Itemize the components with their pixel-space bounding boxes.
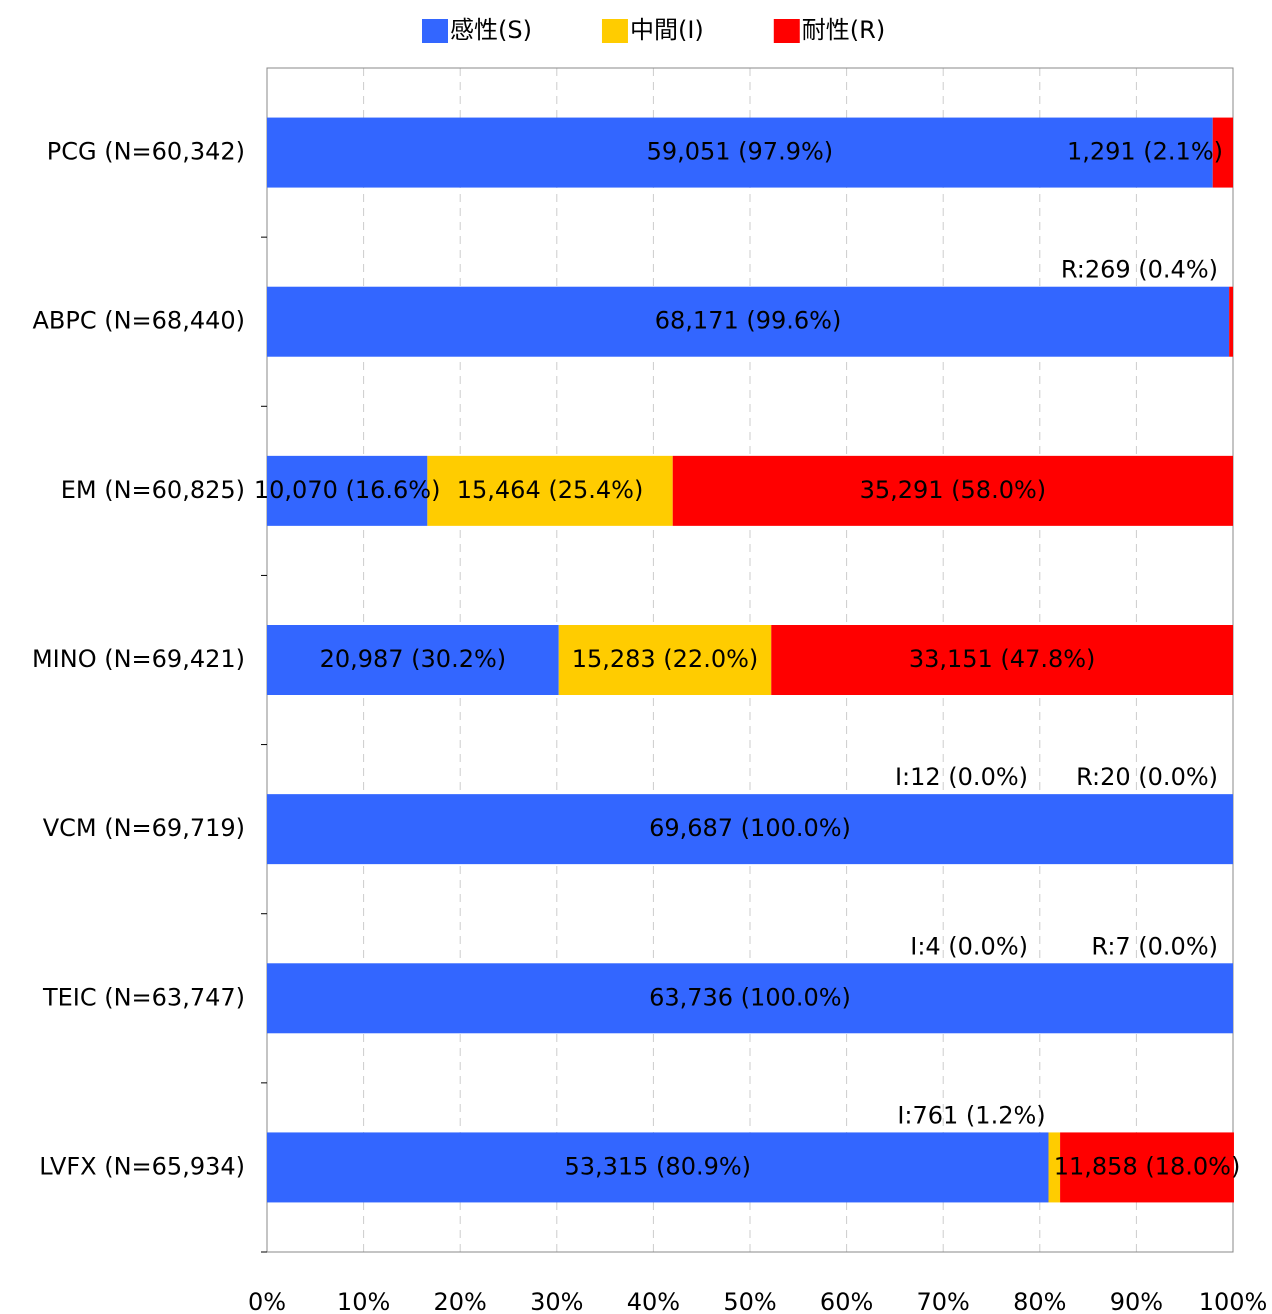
y-tick-label: EM (N=60,825) xyxy=(61,476,245,504)
bar-segment xyxy=(267,117,1213,188)
bar-segment xyxy=(267,1132,1049,1203)
data-label: 10,070 (16.6%) xyxy=(254,476,441,504)
x-tick-label: 90% xyxy=(1110,1288,1163,1314)
x-tick-label: 0% xyxy=(248,1288,286,1314)
data-label: R:7 (0.0%) xyxy=(1091,932,1218,960)
legend-label: 耐性(R) xyxy=(802,16,885,44)
data-label: 20,987 (30.2%) xyxy=(320,645,507,673)
y-tick-label: VCM (N=69,719) xyxy=(43,814,245,842)
x-tick-label: 70% xyxy=(917,1288,970,1314)
x-tick-label: 30% xyxy=(530,1288,583,1314)
bar-segment xyxy=(771,625,1233,695)
data-label: I:4 (0.0%) xyxy=(910,932,1028,960)
bar-segment xyxy=(558,625,772,695)
x-tick-label: 10% xyxy=(337,1288,390,1314)
y-tick-label: PCG (N=60,342) xyxy=(47,138,245,166)
bar-segment xyxy=(1212,117,1233,188)
bar-segment xyxy=(1048,1132,1061,1203)
data-label: 53,315 (80.9%) xyxy=(564,1152,751,1180)
legend-label: 中間(I) xyxy=(630,16,704,44)
bar-segment xyxy=(427,455,673,526)
y-tick-label: MINO (N=69,421) xyxy=(32,645,245,673)
x-tick-label: 20% xyxy=(434,1288,487,1314)
data-label: I:761 (1.2%) xyxy=(897,1101,1045,1129)
y-tick-label: LVFX (N=65,934) xyxy=(39,1152,245,1180)
data-label: 68,171 (99.6%) xyxy=(655,307,842,335)
data-label: 35,291 (58.0%) xyxy=(860,476,1047,504)
x-tick-label: 80% xyxy=(1013,1288,1066,1314)
bar-segment xyxy=(267,286,1230,357)
legend-swatch xyxy=(422,19,448,43)
x-tick-label: 60% xyxy=(820,1288,873,1314)
x-tick-label: 50% xyxy=(723,1288,776,1314)
legend-label: 感性(S) xyxy=(450,16,532,44)
data-label: 15,283 (22.0%) xyxy=(572,645,759,673)
x-tick-label: 40% xyxy=(627,1288,680,1314)
data-label: R:20 (0.0%) xyxy=(1076,763,1218,791)
y-tick-label: TEIC (N=63,747) xyxy=(42,983,245,1011)
data-label: 63,736 (100.0%) xyxy=(649,983,851,1011)
bar-segment xyxy=(267,963,1233,1034)
data-label: 11,858 (18.0%) xyxy=(1054,1152,1241,1180)
data-label: 15,464 (25.4%) xyxy=(457,476,644,504)
bar-segment xyxy=(267,455,428,526)
legend-swatch xyxy=(601,19,628,43)
data-label: 1,291 (2.1%) xyxy=(1067,138,1223,166)
bar-segment xyxy=(267,625,559,695)
x-tick-label: 100% xyxy=(1199,1288,1268,1314)
bar-segment xyxy=(1060,1132,1234,1203)
data-label: 59,051 (97.9%) xyxy=(647,138,834,166)
data-label: 69,687 (100.0%) xyxy=(649,814,851,842)
data-label: 33,151 (47.8%) xyxy=(909,645,1096,673)
legend-swatch xyxy=(773,19,800,43)
bar-segment xyxy=(267,794,1233,865)
data-label: I:12 (0.0%) xyxy=(895,763,1028,791)
bar-segment xyxy=(672,455,1233,526)
bar-segment xyxy=(1229,286,1233,357)
y-tick-label: ABPC (N=68,440) xyxy=(32,307,245,335)
data-label: R:269 (0.4%) xyxy=(1061,256,1218,284)
